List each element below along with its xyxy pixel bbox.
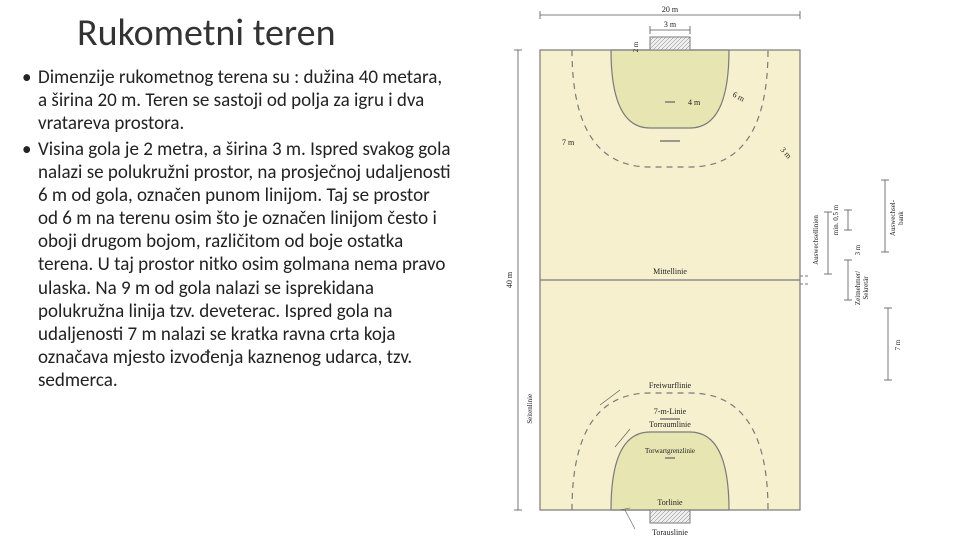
bullet-dot: •: [22, 138, 38, 393]
svg-text:Sekretär: Sekretär: [862, 276, 870, 300]
svg-text:40 m: 40 m: [505, 271, 514, 288]
svg-text:4 m: 4 m: [688, 98, 701, 107]
bullet-text: Visina gola je 2 metra, a širina 3 m. Is…: [38, 138, 452, 393]
svg-text:Freiwurflinie: Freiwurflinie: [649, 381, 692, 390]
svg-text:7 m: 7 m: [894, 339, 902, 350]
svg-text:Torauslinie: Torauslinie: [652, 528, 688, 537]
svg-text:20 m: 20 m: [662, 5, 679, 14]
svg-text:Torraumlinie: Torraumlinie: [649, 420, 691, 429]
svg-text:7 m: 7 m: [562, 138, 575, 147]
handball-court-diagram: 20 m3 m2 m4 m6 m7 m3 m40 mSeitenlinieMit…: [460, 0, 960, 540]
list-item: • Dimenzije rukometnog terena su : dužin…: [22, 66, 452, 136]
svg-text:3 m: 3 m: [664, 20, 677, 29]
svg-text:2 m: 2 m: [632, 41, 640, 52]
bullet-text: Dimenzije rukometnog terena su : dužina …: [38, 66, 452, 136]
svg-text:Auswechsel-: Auswechsel-: [889, 199, 897, 236]
list-item: • Visina gola je 2 metra, a širina 3 m. …: [22, 138, 452, 393]
svg-text:Torwartgrenzlinie: Torwartgrenzlinie: [645, 447, 695, 455]
bullet-dot: •: [22, 66, 38, 136]
svg-text:Zeitnehmer/: Zeitnehmer/: [854, 271, 862, 305]
svg-text:min. 0,5 m: min. 0,5 m: [832, 204, 840, 235]
svg-text:Mittellinie: Mittellinie: [653, 267, 687, 276]
svg-text:Seitenlinie: Seitenlinie: [526, 394, 534, 424]
svg-text:7-m-Linie: 7-m-Linie: [654, 407, 687, 416]
svg-text:3 m: 3 m: [854, 244, 862, 255]
svg-text:Torlinie: Torlinie: [657, 498, 683, 507]
page-title: Rukometni teren: [77, 10, 452, 56]
svg-text:Auswechsellinien: Auswechsellinien: [812, 215, 820, 265]
bullet-list: • Dimenzije rukometnog terena su : dužin…: [22, 66, 452, 392]
svg-text:bank: bank: [897, 211, 905, 225]
